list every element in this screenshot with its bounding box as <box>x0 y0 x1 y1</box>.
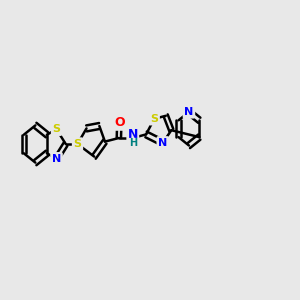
Text: O: O <box>114 116 124 129</box>
Text: N: N <box>52 154 61 164</box>
Text: N: N <box>158 138 167 148</box>
Text: H: H <box>129 138 137 148</box>
Text: S: S <box>74 139 82 149</box>
Text: S: S <box>150 114 158 124</box>
Text: S: S <box>52 124 61 134</box>
Text: N: N <box>128 128 138 141</box>
Text: N: N <box>184 107 194 117</box>
